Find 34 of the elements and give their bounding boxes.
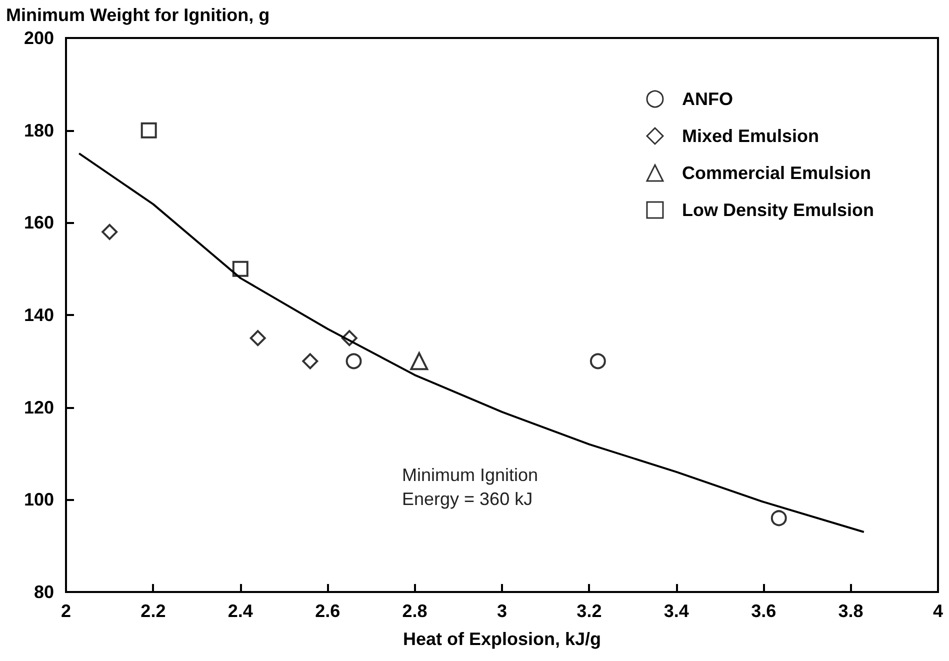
x-tick-label: 3.8: [838, 601, 864, 621]
x-axis-title: Heat of Explosion, kJ/g: [402, 629, 602, 649]
y-axis-title: Minimum Weight for Ignition, g: [6, 5, 270, 25]
x-tick-label: 2.2: [140, 601, 166, 621]
x-tick-label: 4: [932, 601, 944, 621]
point: [410, 352, 428, 370]
y-tick-label: 140: [24, 305, 54, 325]
point: [250, 330, 266, 346]
y-tick-label: 80: [34, 582, 54, 602]
annotation: Minimum Ignition Energy = 360 kJ: [402, 465, 538, 509]
y-tick-label: 100: [24, 490, 54, 510]
x-tick-label: 2.8: [402, 601, 428, 621]
legend-label: Mixed Emulsion: [682, 126, 820, 146]
point: [302, 353, 318, 370]
x-tick-label: 3: [496, 601, 508, 621]
legend-label: Commercial Emulsion: [682, 163, 872, 183]
point: [770, 510, 787, 526]
x-tick-label: 3.4: [664, 601, 689, 621]
point: [102, 224, 118, 240]
point: [232, 260, 248, 277]
y-tick-label: 120: [24, 397, 54, 418]
legend-label: Low Density Emulsion: [682, 200, 874, 220]
x-tick-label: 2.4: [228, 601, 253, 621]
point: [346, 353, 362, 370]
y-tick-label: 200: [24, 28, 54, 48]
x-tick-label: 3.6: [751, 601, 776, 621]
point: [140, 122, 157, 138]
x-tick-label: 2.6: [315, 601, 340, 621]
point: [590, 353, 606, 370]
x-tick-label: 3.2: [576, 601, 602, 621]
y-tick-label: 180: [24, 120, 54, 140]
y-tick-label: 160: [24, 212, 54, 233]
x-tick-label: 2: [60, 601, 72, 621]
legend-label: ANFO: [682, 89, 733, 109]
